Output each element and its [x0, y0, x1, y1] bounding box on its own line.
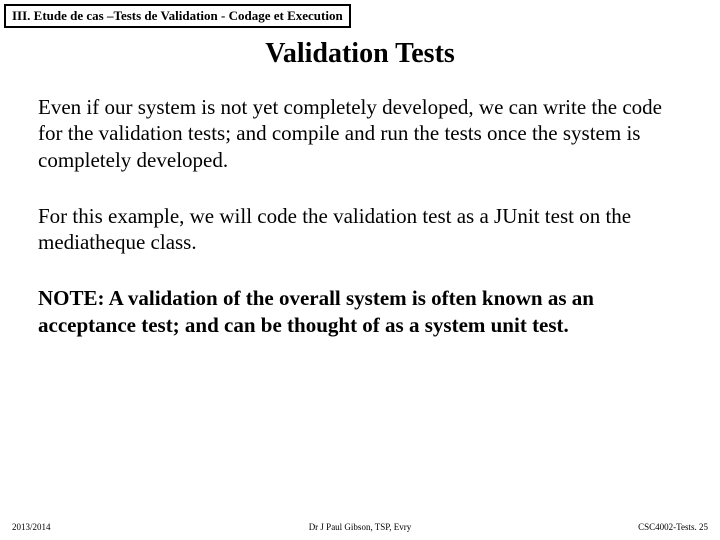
- section-header-text: III. Etude de cas –Tests de Validation -…: [12, 8, 343, 23]
- footer-center: Dr J Paul Gibson, TSP, Evry: [0, 522, 720, 532]
- paragraph-note: NOTE: A validation of the overall system…: [38, 285, 682, 338]
- paragraph-1: Even if our system is not yet completely…: [38, 94, 682, 173]
- slide-container: III. Etude de cas –Tests de Validation -…: [0, 0, 720, 540]
- slide-body: Even if our system is not yet completely…: [38, 94, 682, 368]
- paragraph-2: For this example, we will code the valid…: [38, 203, 682, 256]
- slide-footer: 2013/2014 Dr J Paul Gibson, TSP, Evry CS…: [0, 522, 720, 532]
- section-header-box: III. Etude de cas –Tests de Validation -…: [4, 4, 351, 28]
- slide-title: Validation Tests: [0, 38, 720, 70]
